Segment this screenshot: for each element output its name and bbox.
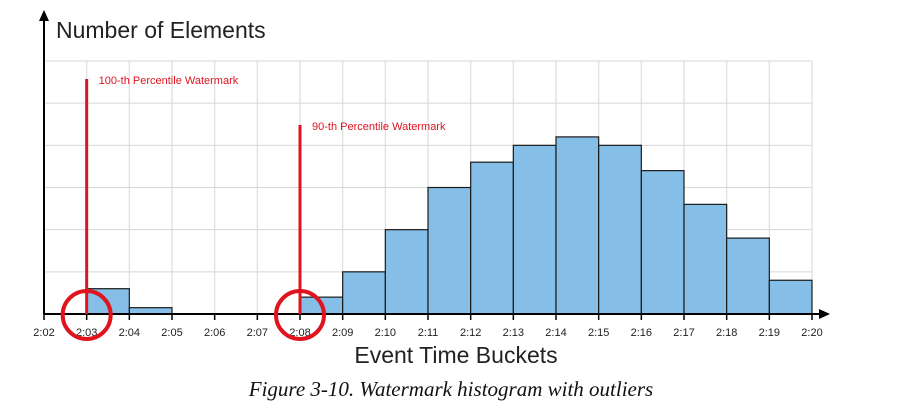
histogram-bar [470, 161, 514, 315]
histogram-bar [768, 279, 813, 315]
x-tick-label: 2:16 [631, 327, 652, 339]
x-tick-label: 2:05 [161, 327, 182, 339]
x-tick-label: 2:10 [375, 327, 396, 339]
axis-layer [39, 10, 830, 319]
histogram-bar [726, 237, 770, 315]
x-axis-label: Event Time Buckets [354, 342, 557, 368]
x-tick-label: 2:20 [801, 327, 822, 339]
x-tick-label: 2:04 [119, 327, 140, 339]
histogram-bar [384, 229, 429, 315]
watermark-circle [60, 289, 113, 341]
x-tick-label: 2:09 [332, 327, 353, 339]
x-tick-label: 2:08 [289, 327, 310, 339]
x-tick-label: 2:07 [247, 327, 268, 339]
x-axis-arrow [819, 309, 830, 319]
x-tick-label: 2:02 [33, 327, 54, 339]
x-tick-label: 2:11 [418, 327, 439, 339]
tick-layer: 2:02 2:03 2:04 2:05 2:06 2:07 2:08 2:09 2:10 2:11… [33, 314, 823, 339]
x-tick-label: 2:14 [545, 327, 566, 339]
histogram-bar [512, 144, 557, 315]
bar-layer [86, 136, 813, 315]
histogram-bar [598, 144, 642, 315]
x-tick-label: 2:03 [76, 327, 97, 339]
histogram-bar [342, 271, 386, 315]
figure-caption: Figure 3-10. Watermark histogram with ou… [248, 377, 654, 401]
x-tick-label: 2:18 [716, 327, 737, 339]
x-tick-label: 2:17 [673, 327, 694, 339]
histogram-bar [427, 186, 472, 315]
histogram-chart: 2:02 2:03 2:04 2:05 2:06 2:07 2:08 2:09 2:10 2:11… [33, 10, 830, 368]
x-tick-label: 2:06 [204, 327, 225, 339]
watermark-label: 100-th Percentile Watermark [99, 75, 239, 87]
watermark-circle [274, 289, 326, 341]
x-tick-label: 2:12 [460, 327, 481, 339]
annotation-layer: 100-th Percentile Watermark 90-th Percent… [60, 75, 446, 341]
histogram-bar [683, 203, 728, 315]
histogram-bar [640, 170, 685, 315]
x-tick-label: 2:13 [503, 327, 524, 339]
y-axis-arrow [39, 10, 49, 21]
y-axis-label: Number of Elements [56, 17, 266, 43]
histogram-bar [555, 136, 600, 315]
watermark-label: 90-th Percentile Watermark [312, 121, 446, 133]
x-tick-label: 2:19 [759, 327, 780, 339]
x-tick-label: 2:15 [588, 327, 609, 339]
